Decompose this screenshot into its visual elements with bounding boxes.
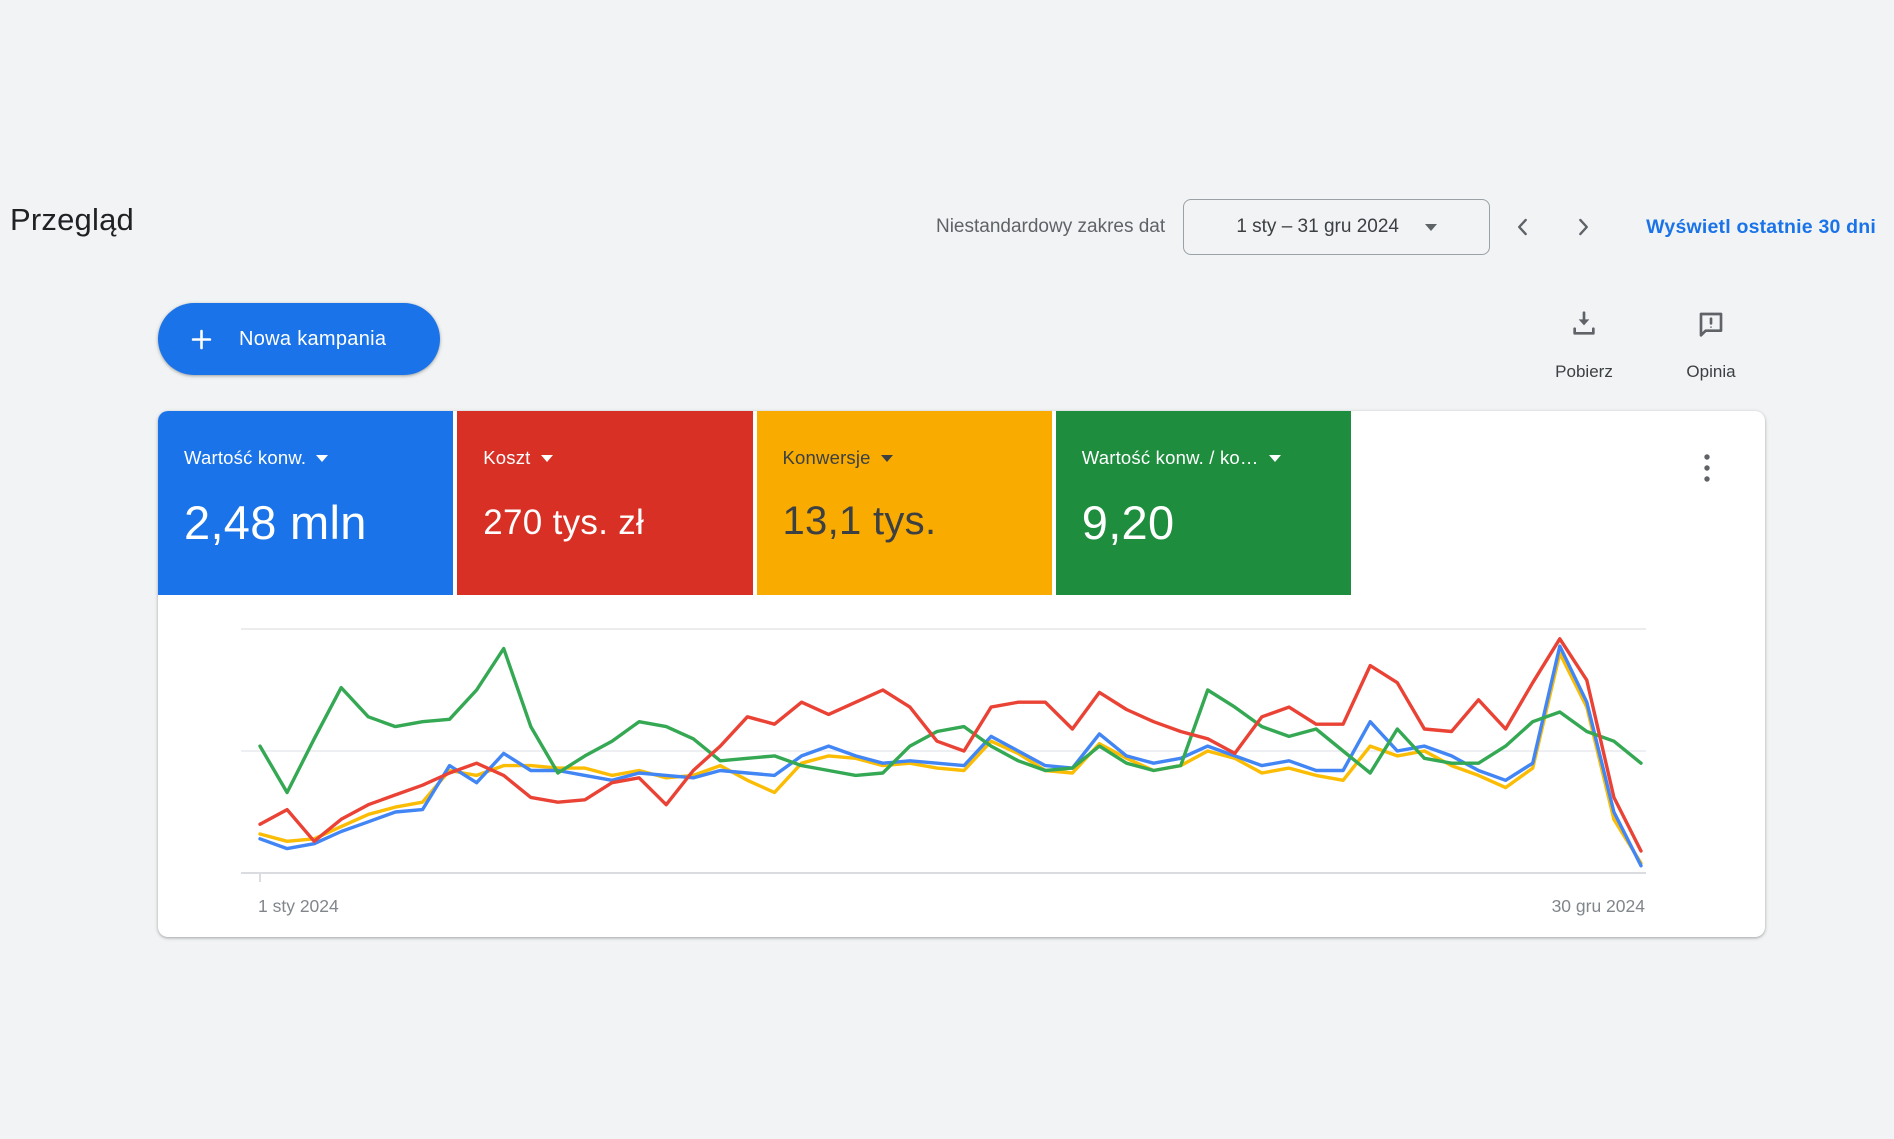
feedback-icon <box>1699 312 1723 337</box>
date-range-select[interactable]: 1 sty – 31 gru 2024 <box>1183 199 1491 255</box>
chevron-down-icon <box>540 454 553 462</box>
metric-label: Wartość konw. / ko… <box>1081 447 1259 468</box>
metric-value: 13,1 tys. <box>782 499 937 543</box>
metric-value: 270 tys. zł <box>483 503 645 542</box>
download-icon <box>1573 311 1595 335</box>
more-options-button[interactable] <box>1685 447 1729 491</box>
plus-icon <box>191 329 212 349</box>
chevron-down-icon <box>316 454 329 462</box>
chevron-down-icon <box>880 454 893 462</box>
new-campaign-button[interactable]: Nowa kampania <box>158 303 440 375</box>
overview-card: 1 sty 2024 30 gru 2024 Wartość konw. 2,48 … <box>158 411 1765 937</box>
chevron-down-icon <box>1268 454 1281 462</box>
metric-selector-3[interactable]: Wartość konw. / ko… <box>1082 447 1281 469</box>
performance-chart[interactable]: 1 sty 2024 30 gru 2024 <box>158 411 1765 937</box>
download-label: Pobierz <box>1555 362 1613 381</box>
x-axis-label-start: 1 sty 2024 <box>258 896 339 916</box>
metric-selector-0[interactable]: Wartość konw. <box>184 447 329 469</box>
date-range-label: Niestandardowy zakres dat <box>935 216 1166 237</box>
chevron-right-icon <box>1579 218 1589 236</box>
metric-card-3: Wartość konw. / ko… 9,20 <box>1055 411 1351 595</box>
feedback-label: Opinia <box>1686 362 1736 381</box>
metric-value: 9,20 <box>1081 496 1175 549</box>
download-button[interactable]: Pobierz <box>1526 306 1642 382</box>
date-range-bar: Niestandardowy zakres dat 1 sty – 31 gru… <box>936 198 1876 256</box>
chevron-left-icon <box>1518 218 1528 236</box>
show-last-30-days-link[interactable]: Wyświetl ostatnie 30 dni <box>1646 215 1876 238</box>
metric-card-0: Wartość konw. 2,48 mln <box>158 411 454 595</box>
new-campaign-label: Nowa kampania <box>239 327 387 350</box>
metric-selector-1[interactable]: Koszt <box>483 447 553 469</box>
metric-label: Konwersje <box>782 447 871 468</box>
series-line-3 <box>258 646 1643 795</box>
more-options-icon <box>1704 454 1710 482</box>
metric-value: 2,48 mln <box>184 496 367 549</box>
chevron-down-icon <box>1424 223 1437 231</box>
metric-label: Wartość konw. <box>184 447 307 468</box>
metric-scorecards: Wartość konw. 2,48 mln Koszt 270 tys. zł Kon… <box>158 411 1351 595</box>
x-axis-label-end: 30 gru 2024 <box>1552 896 1646 916</box>
feedback-button[interactable]: Opinia <box>1653 306 1769 382</box>
date-range-value: 1 sty – 31 gru 2024 <box>1236 216 1399 237</box>
metric-card-1: Koszt 270 tys. zł <box>457 411 753 595</box>
previous-period-button[interactable] <box>1502 206 1544 248</box>
series-line-1 <box>258 637 1643 853</box>
next-period-button[interactable] <box>1562 206 1604 248</box>
page-title: Przegląd <box>10 202 134 237</box>
metric-card-2: Konwersje 13,1 tys. <box>756 411 1052 595</box>
metric-label: Koszt <box>483 447 531 468</box>
metric-selector-2[interactable]: Konwersje <box>783 447 893 469</box>
